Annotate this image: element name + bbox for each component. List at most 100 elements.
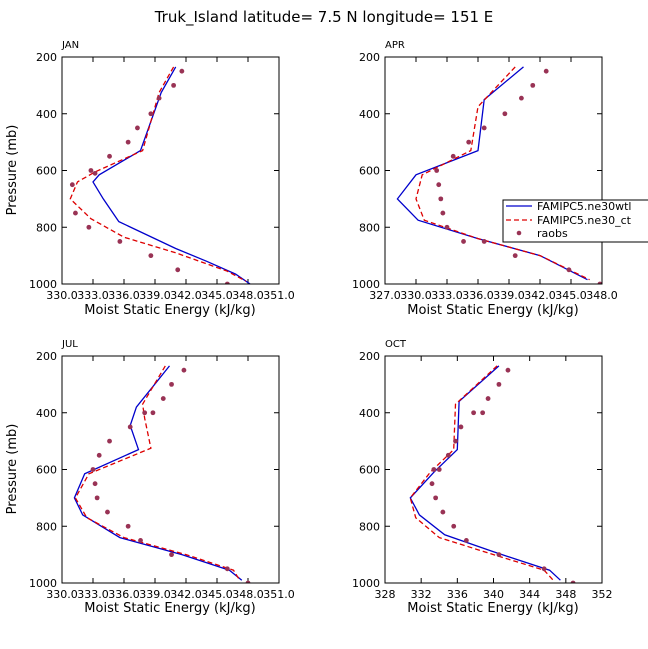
x-tick-label: 336: [447, 588, 468, 601]
raobs-point: [566, 267, 572, 273]
raobs-point: [481, 125, 487, 131]
x-tick-label: 345.0: [201, 289, 233, 302]
raobs-point: [224, 281, 230, 284]
x-axis-label: Moist Static Energy (kJ/kg): [407, 303, 578, 318]
axes-frame: [61, 355, 280, 584]
plot-area: [396, 66, 602, 284]
raobs-point: [92, 481, 98, 487]
y-tick-label: 800: [36, 221, 57, 234]
raobs-point: [530, 82, 536, 88]
x-tick-label: 330.0: [46, 289, 78, 302]
y-tick-label: 400: [359, 407, 380, 420]
x-tick-label: 336.0: [108, 588, 140, 601]
panel-title: JUL: [61, 339, 78, 350]
raobs-point: [461, 239, 466, 244]
raobs-point: [107, 438, 112, 444]
raobs-point: [445, 452, 451, 458]
raobs-point: [570, 580, 576, 583]
legend-swatch-dot: [516, 230, 522, 236]
raobs-point: [433, 495, 439, 501]
plot-area: [69, 66, 251, 284]
y-tick-label: 200: [359, 51, 380, 64]
panel-oct: OCT 328 332 336 340 344 348 352 200 400 600 800 100…: [352, 339, 613, 616]
axes-frame: [384, 355, 603, 584]
y-axis-label: Pressure (mb): [5, 125, 20, 216]
raobs-point: [541, 566, 547, 572]
raobs-point: [496, 381, 502, 387]
legend-label: FAMIPC5.ne30wtl: [537, 200, 632, 213]
series-line-wtl: [92, 66, 251, 284]
series-line-wtl: [409, 365, 561, 581]
y-tick-label: 200: [359, 350, 380, 363]
y-tick-label: 600: [359, 464, 380, 477]
raobs-point: [181, 367, 187, 373]
x-tick-label: 342.0: [524, 289, 556, 302]
raobs-point: [142, 410, 148, 416]
x-tick-label: 330.0: [400, 289, 432, 302]
raobs-point: [105, 509, 110, 515]
raobs-point: [92, 170, 98, 176]
raobs-point: [179, 68, 185, 74]
x-tick-label: 351.0: [263, 588, 295, 601]
x-tick-label: 339.0: [139, 289, 171, 302]
x-axis-label: Moist Static Energy (kJ/kg): [84, 303, 255, 318]
y-tick-label: 600: [36, 464, 57, 477]
series-line-wtl: [396, 66, 588, 281]
x-tick-label: 351.0: [263, 289, 295, 302]
raobs-point: [245, 580, 251, 583]
raobs-point: [505, 367, 511, 373]
raobs-point: [444, 224, 450, 230]
x-tick-label: 332: [411, 588, 432, 601]
legend-box: [502, 199, 648, 243]
axis-ticks: 330.0 333.0 336.0 339.0 342.0 345.0 348.0 351.0…: [29, 51, 295, 302]
raobs-point: [135, 125, 140, 131]
panel-jul: JUL 330.0 333.0 336.0 339.0 342.0 345.0 348.0 3…: [5, 339, 295, 616]
axis-ticks: 330.0 333.0 336.0 339.0 342.0 345.0 348.0 351.0…: [29, 350, 295, 601]
raobs-point: [440, 509, 446, 515]
y-tick-label: 400: [359, 108, 380, 121]
x-tick-label: 330.0: [46, 588, 78, 601]
legend-label: raobs: [537, 227, 568, 240]
raobs-point: [73, 210, 78, 216]
raobs-point: [597, 281, 602, 284]
x-tick-label: 327.0: [369, 289, 401, 302]
raobs-point: [436, 182, 442, 188]
raobs-point: [224, 566, 230, 572]
raobs-point: [450, 153, 456, 159]
raobs-point: [107, 153, 112, 159]
x-tick-label: 340: [483, 588, 504, 601]
raobs-point: [148, 111, 154, 117]
raobs-point: [519, 95, 524, 101]
raobs-point: [429, 481, 435, 487]
raobs-point: [440, 210, 446, 216]
raobs-point: [480, 410, 486, 416]
raobs-point: [160, 396, 166, 401]
y-tick-label: 1000: [29, 278, 57, 291]
panel-title: APR: [385, 40, 405, 51]
y-tick-label: 400: [36, 108, 57, 121]
x-tick-label: 352: [592, 588, 613, 601]
y-tick-label: 600: [359, 165, 380, 178]
x-tick-label: 348.0: [232, 289, 264, 302]
x-tick-label: 339.0: [493, 289, 525, 302]
raobs-point: [117, 239, 123, 244]
raobs-point: [466, 139, 472, 145]
axis-ticks: 327.0 330.0 333.0 336.0 339.0 342.0 345.0 348.0…: [352, 51, 618, 302]
x-tick-label: 333.0: [77, 289, 109, 302]
series-line-ct: [409, 365, 554, 581]
y-tick-label: 800: [359, 520, 380, 533]
panel-title: JAN: [61, 40, 79, 51]
raobs-point: [88, 168, 94, 173]
y-tick-label: 1000: [352, 278, 380, 291]
x-tick-label: 336.0: [108, 289, 140, 302]
raobs-point: [458, 424, 464, 430]
series-line-ct: [74, 365, 241, 581]
x-tick-label: 344: [519, 588, 540, 601]
raobs-point: [96, 452, 102, 458]
axis-ticks: 328 332 336 340 344 348 352 200 400 600 800 1000: [352, 350, 613, 601]
x-axis-label: Moist Static Energy (kJ/kg): [407, 601, 578, 616]
x-tick-label: 345.0: [201, 588, 233, 601]
raobs-point: [125, 523, 131, 529]
raobs-point: [451, 523, 457, 529]
